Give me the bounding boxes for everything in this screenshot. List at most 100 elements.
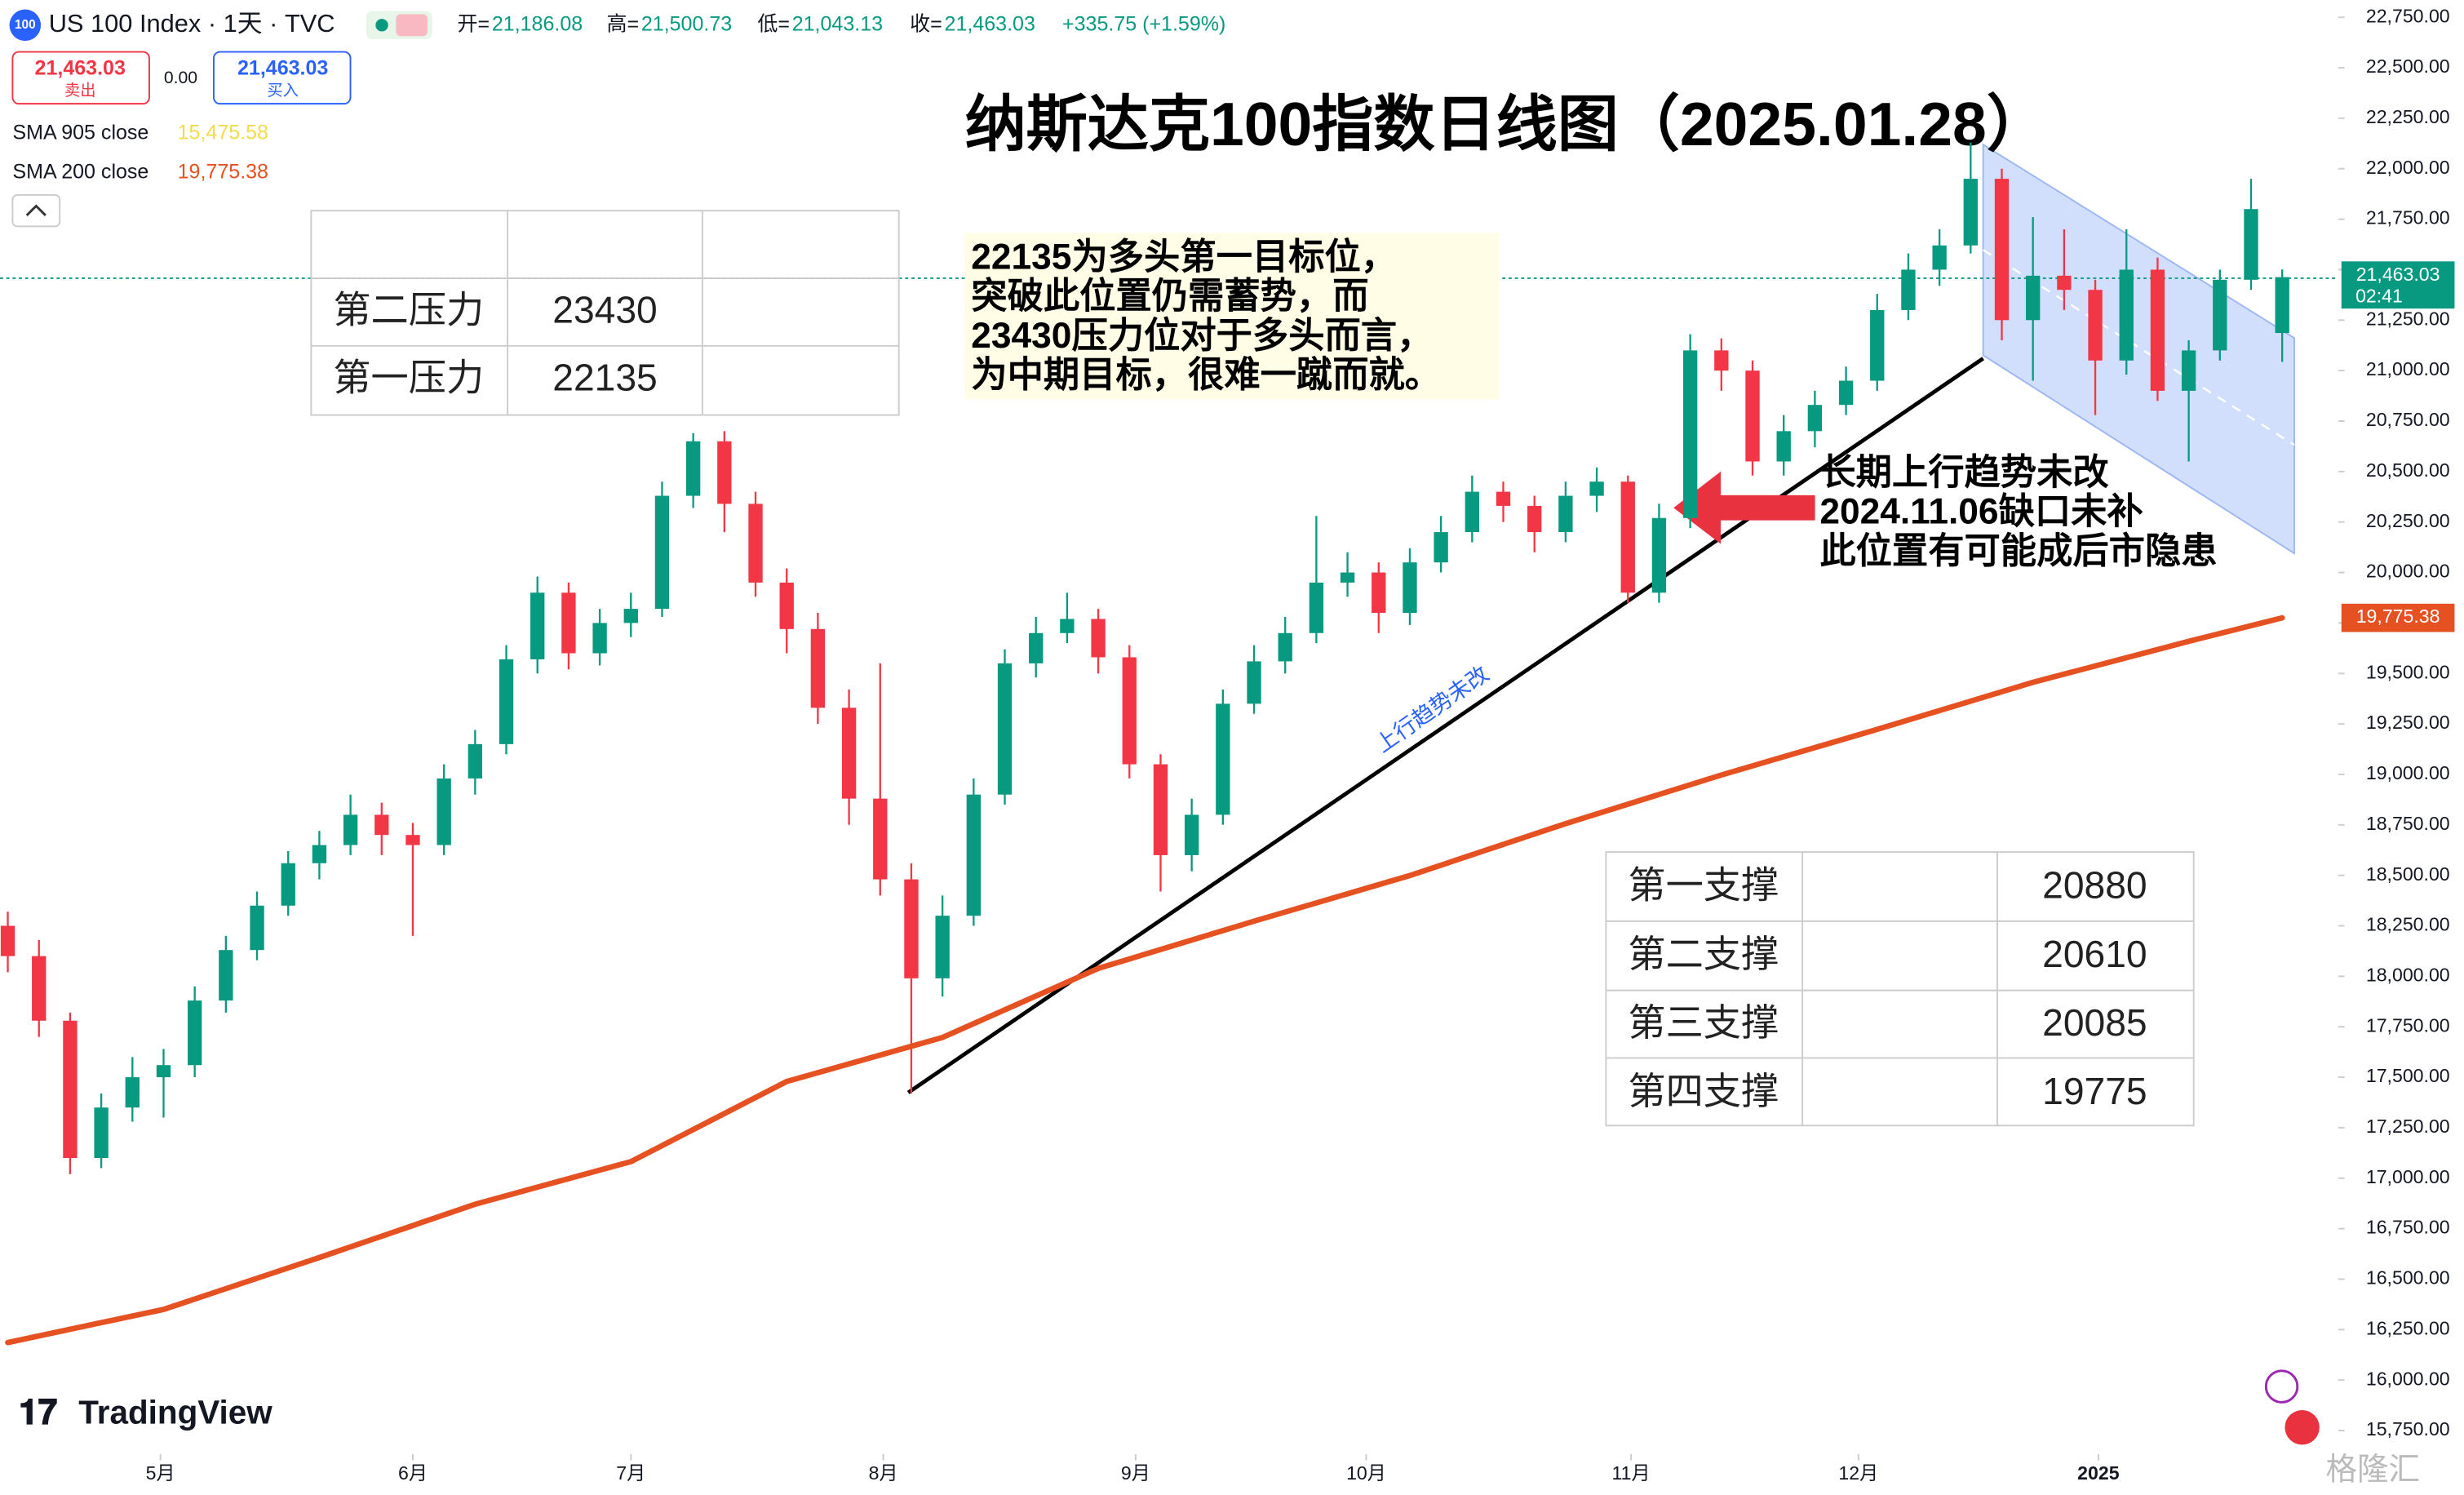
spread: 0.00 [164, 69, 197, 87]
candle-body [1558, 495, 1573, 533]
candle-body [592, 623, 607, 654]
y-tick-label: 18,500.00 [2366, 863, 2450, 885]
candle-body [1994, 179, 2010, 321]
candle-body [2150, 269, 2165, 391]
candle-body [63, 1020, 78, 1159]
candle-body [250, 905, 264, 951]
x-tick-label: 10月 [1346, 1462, 1386, 1484]
sell-button[interactable] [11, 51, 150, 105]
sell-price: 21,463.03 [35, 56, 126, 79]
brand: TradingView [78, 1393, 273, 1431]
chart-title: 纳斯达克100指数日线图（2025.01.28） [965, 90, 2048, 158]
y-tick-label: 20,000.00 [2366, 561, 2450, 582]
y-tick-label: 17,750.00 [2366, 1014, 2450, 1036]
candle-body [1870, 309, 1885, 381]
candle-body [966, 794, 982, 916]
price-label: 21,463.03 [2356, 264, 2440, 285]
table-cell: 20085 [2042, 1001, 2147, 1044]
y-tick-label: 18,750.00 [2366, 813, 2450, 834]
indicator-value: 19,775.38 [178, 161, 268, 184]
gap-note-line: 2024.11.06缺口未补 [1819, 492, 2143, 532]
collapse-button[interactable] [11, 193, 61, 228]
candle-body [2026, 275, 2041, 321]
y-tick-label: 22,500.00 [2366, 55, 2450, 77]
collapse-icon [25, 204, 47, 216]
channel [1982, 143, 2295, 555]
note-background [964, 233, 1500, 400]
ohlc-key: 低= [757, 12, 790, 35]
candle-body [2213, 279, 2227, 351]
candle-body [748, 504, 763, 583]
price-box [2341, 261, 2455, 309]
candle-body [156, 1065, 171, 1078]
candle-body [0, 925, 16, 956]
candle-body [1620, 481, 1635, 593]
flag-icon [2285, 1409, 2320, 1445]
ohlc-value: 21,043.13 [792, 12, 883, 35]
table-cell: 19775 [2042, 1070, 2147, 1112]
table-cell: 23430 [552, 289, 658, 331]
price-axis [2338, 0, 2464, 1495]
x-tick-label: 11月 [1612, 1462, 1651, 1484]
candle-body [1527, 505, 1542, 533]
candle-body [219, 950, 233, 1001]
x-tick-label: 8月 [869, 1462, 898, 1484]
sma-box [2341, 603, 2455, 632]
sell-label: 卖出 [64, 82, 95, 100]
candle-body [935, 916, 950, 978]
candle-body [654, 495, 670, 610]
candle-body [1434, 532, 1448, 563]
y-tick-label: 21,250.00 [2366, 308, 2450, 329]
candle-body [437, 778, 451, 845]
candle-body [2119, 269, 2134, 361]
indicator-value: 15,475.58 [178, 121, 268, 144]
candle-body [2057, 275, 2072, 291]
buy-button[interactable] [212, 51, 352, 105]
candle-body [405, 835, 420, 845]
buy-label: 买入 [267, 82, 298, 100]
alert-icon[interactable] [2264, 1369, 2299, 1404]
indicator-name: SMA 905 close [12, 121, 148, 144]
x-tick-label: 9月 [1121, 1462, 1150, 1484]
candle-body [1029, 632, 1044, 663]
candle-body [1745, 370, 1760, 462]
candle-body [779, 582, 794, 629]
candle-body [94, 1107, 109, 1159]
candle-body [2244, 209, 2258, 280]
candle-body [1651, 517, 1667, 593]
candle-body [1714, 350, 1729, 371]
table-cell: 22135 [552, 356, 658, 398]
y-tick-label: 19,500.00 [2366, 661, 2450, 682]
candle-body [561, 592, 576, 654]
table-cell: 20880 [2042, 864, 2147, 907]
candle-body [312, 845, 327, 863]
status-dot [375, 19, 388, 32]
candle-body [1122, 657, 1137, 765]
candle-body [1340, 572, 1355, 583]
y-tick-label: 17,000.00 [2366, 1166, 2450, 1187]
resistance-table-grid [310, 210, 900, 416]
x-tick-label: 2025 [2077, 1462, 2120, 1484]
countdown: 02:41 [2355, 286, 2403, 307]
candle-body [1776, 431, 1791, 462]
gap-note-line: 此位置有可能成后市隐患 [1819, 531, 2217, 571]
candle-body [2275, 277, 2289, 334]
candle-body [530, 592, 545, 659]
ohlc-key: 高= [606, 12, 639, 35]
candle-body [125, 1077, 140, 1108]
candle-body [2088, 290, 2103, 361]
y-tick-label: 16,750.00 [2366, 1217, 2450, 1238]
y-tick-label: 20,750.00 [2366, 409, 2450, 430]
y-tick-label: 21,000.00 [2366, 358, 2450, 379]
gap-note-line: 长期上行趋势未改 [1819, 452, 2109, 492]
y-tick-label: 17,250.00 [2366, 1116, 2450, 1137]
candle-body [810, 628, 826, 708]
candle-body [1589, 481, 1604, 496]
table-cell: 20610 [2042, 933, 2147, 975]
candle-body [1403, 562, 1417, 614]
candle-body [1838, 380, 1854, 406]
candle-body [904, 879, 919, 978]
y-tick-label: 15,750.00 [2366, 1418, 2450, 1440]
